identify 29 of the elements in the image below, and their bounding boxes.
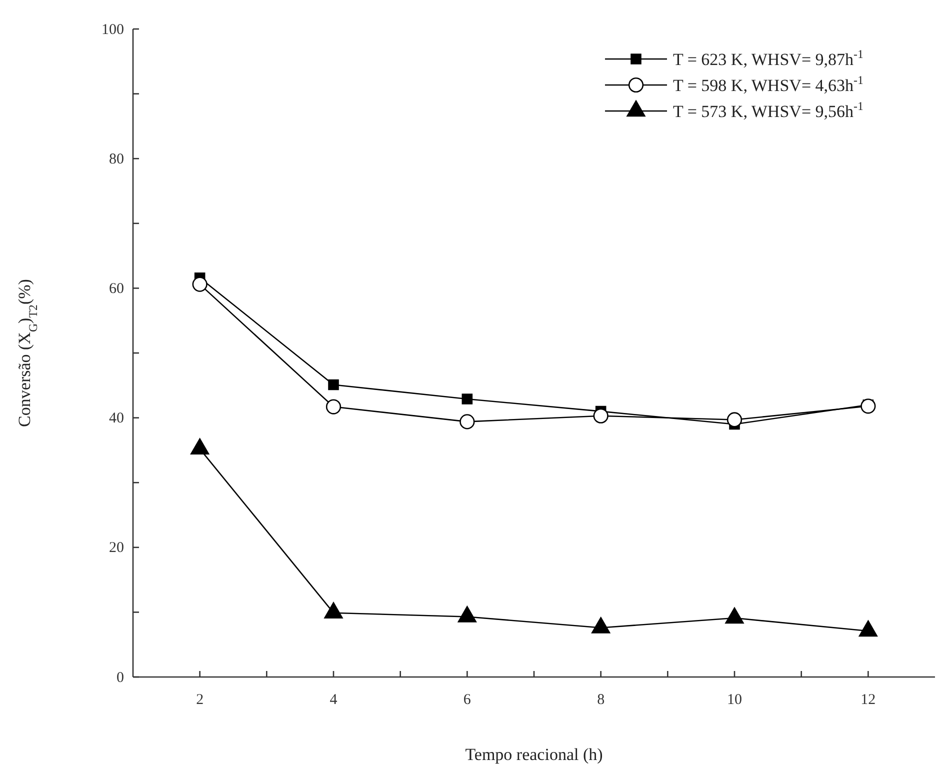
- point: [593, 408, 608, 424]
- point: [462, 394, 473, 404]
- point: [324, 602, 343, 618]
- y-tick-label: 40: [109, 410, 124, 427]
- y-tick-label: 20: [109, 540, 124, 556]
- point: [458, 606, 476, 622]
- x-tick-label: 2: [196, 692, 204, 708]
- y-tick-label: 80: [109, 151, 124, 168]
- y-tick-label: 0: [116, 670, 124, 686]
- point: [328, 379, 339, 390]
- x-tick-label: 6: [463, 692, 472, 708]
- y-tick-label: 60: [109, 281, 124, 297]
- legend-label: T = 623 K, WHSV= 9,87h$^{-1}$: [673, 47, 864, 69]
- legend-label: T = 598 K, WHSV= 4,63h$^{-1}$: [673, 73, 864, 95]
- point: [726, 412, 742, 428]
- point: [592, 617, 610, 634]
- point: [192, 276, 208, 292]
- point: [860, 398, 876, 414]
- point: [326, 399, 342, 414]
- legend-label: T = 573 K, WHSV= 9,56h$^{-1}$: [673, 99, 864, 121]
- point: [725, 607, 744, 624]
- point: [858, 620, 878, 637]
- x-tick-label: 8: [597, 692, 605, 708]
- x-axis-title: Tempo reacional (h): [465, 745, 603, 764]
- point: [460, 414, 475, 430]
- y-tick-label: 100: [102, 22, 124, 38]
- x-tick-label: 12: [860, 692, 876, 708]
- x-tick-label: 10: [727, 692, 742, 708]
- x-tick-label: 4: [330, 692, 338, 708]
